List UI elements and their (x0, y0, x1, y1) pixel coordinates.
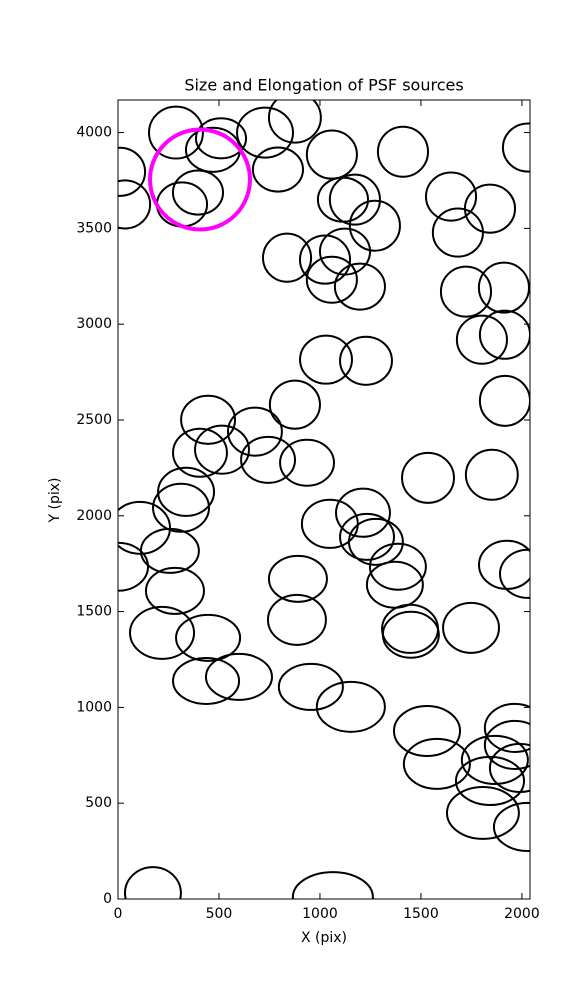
psf-ellipse (118, 500, 171, 555)
psf-ellipse (335, 487, 391, 538)
psf-ellipse (172, 656, 241, 705)
psf-ellipse (298, 234, 352, 285)
psf-ellipse (226, 406, 283, 457)
psf-ellipse (478, 539, 530, 590)
psf-ellipse (347, 517, 404, 566)
psf-ellipse (139, 527, 200, 574)
psf-ellipse (299, 334, 353, 385)
psf-ellipse (488, 742, 530, 793)
psf-ellipse (381, 610, 440, 659)
psf-ellipse (318, 227, 372, 276)
psf-ellipse (501, 122, 530, 173)
psf-ellipse (328, 173, 381, 226)
psf-ellipse (277, 662, 344, 711)
psf-ellipse (262, 232, 313, 283)
psf-ellipse (118, 179, 152, 230)
psf-ellipse (499, 548, 530, 599)
psf-ellipse (266, 593, 327, 646)
psf-ellipse (339, 512, 395, 561)
y-tick-label: 2000 (76, 508, 112, 524)
y-tick-label: 3500 (76, 220, 112, 236)
psf-ellipse (348, 199, 401, 252)
psf-ellipse (180, 394, 237, 445)
psf-ellipse (376, 125, 430, 178)
psf-ellipse (333, 262, 386, 311)
psf-ellipse (483, 719, 530, 770)
psf-ellipse (401, 451, 455, 504)
psf-ellipse (279, 438, 335, 487)
chart-title: Size and Elongation of PSF sources (184, 76, 463, 95)
y-tick-label: 500 (85, 795, 112, 811)
psf-ellipse (148, 127, 252, 232)
psf-ellipse (478, 374, 530, 427)
psf-ellipse (240, 435, 297, 484)
psf-ellipse (291, 871, 374, 899)
psf-ellipse (172, 427, 228, 478)
psf-ellipse (236, 106, 294, 159)
psf-ellipse (477, 261, 530, 314)
psf-ellipse (152, 482, 210, 533)
psf-ellipse (157, 466, 216, 517)
psf-ellipse (439, 265, 493, 318)
psf-ellipse (431, 207, 484, 258)
psf-ellipse (129, 605, 196, 660)
psf-ellipse (148, 105, 204, 160)
y-tick-label: 3000 (76, 316, 112, 332)
psf-ellipse (424, 171, 478, 222)
psf-ellipse (171, 169, 225, 216)
x-tick-label: 500 (206, 906, 233, 922)
psf-ellipse (268, 379, 321, 430)
psf-ellipse (339, 335, 393, 386)
y-tick-label: 1000 (76, 699, 112, 715)
plot-area (118, 100, 530, 899)
psf-ellipse (118, 146, 147, 197)
psf-ellipse (155, 181, 209, 228)
psf-ellipse (402, 737, 471, 790)
y-tick-label: 1500 (76, 604, 112, 620)
psf-ellipse (492, 801, 530, 852)
psf-ellipse (460, 734, 529, 785)
psf-ellipse (267, 100, 322, 144)
psf-ellipse (442, 601, 500, 654)
psf-ellipse (392, 704, 462, 757)
psf-ellipse (445, 786, 520, 840)
psf-ellipse (194, 424, 250, 475)
axes-frame (117, 99, 531, 900)
x-tick-label: 1000 (302, 906, 338, 922)
psf-ellipse (267, 554, 328, 603)
psf-ellipse (315, 680, 386, 733)
psf-ellipse (204, 652, 273, 701)
psf-ellipse (305, 255, 358, 304)
y-tick-label: 4000 (76, 125, 112, 141)
psf-ellipse (463, 183, 517, 234)
psf-ellipse (144, 566, 205, 615)
y-axis-label: Y (pix) (47, 478, 63, 524)
psf-ellipse (368, 542, 427, 591)
psf-ellipse (251, 146, 304, 193)
psf-ellipse (464, 448, 519, 501)
psf-ellipse (305, 129, 358, 180)
psf-ellipse (194, 117, 248, 160)
psf-ellipse (175, 613, 242, 662)
psf-ellipse (316, 176, 370, 223)
psf-ellipse (184, 126, 241, 173)
psf-ellipse (483, 702, 530, 753)
x-axis-label: X (pix) (301, 930, 347, 946)
psf-ellipse (118, 541, 149, 592)
psf-ellipse (455, 314, 508, 365)
x-tick-label: 1500 (403, 906, 439, 922)
y-tick-label: 2500 (76, 412, 112, 428)
y-tick-label: 0 (103, 891, 112, 907)
x-tick-label: 2000 (504, 906, 540, 922)
x-tick-label: 0 (114, 906, 123, 922)
psf-ellipse (123, 866, 182, 899)
